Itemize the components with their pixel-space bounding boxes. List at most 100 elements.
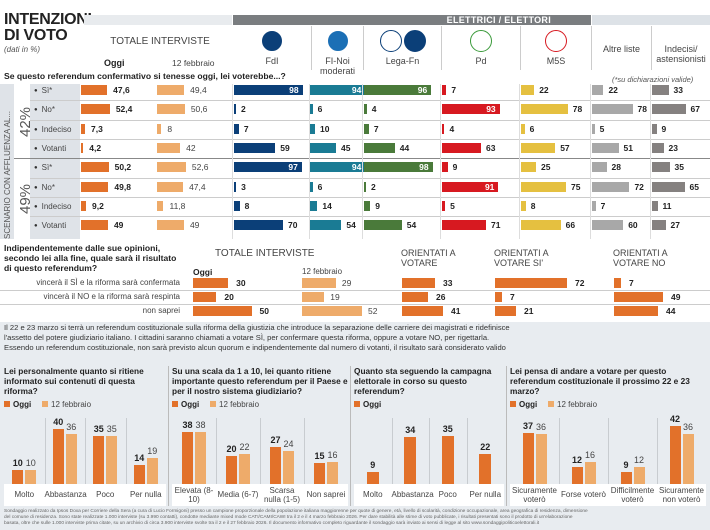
result-row-label: non saprei xyxy=(142,306,180,315)
column-value-feb: 10 xyxy=(25,458,36,469)
chart-question-1: Su una scala da 1 a 10, lei quanto ritie… xyxy=(172,366,348,396)
party-name-6: Indecisi/ astensionisti xyxy=(656,44,706,64)
value-party-2: 54 xyxy=(406,220,417,231)
result-value-col-2: 44 xyxy=(666,306,676,316)
result-col-head-1: ORIENTATI A VOTARE SI' xyxy=(494,248,549,268)
fn-logo-icon xyxy=(403,30,426,52)
result-row-label: vincerà il SÌ e la riforma sarà conferma… xyxy=(36,278,180,287)
column-feb xyxy=(682,434,694,484)
result-feb-label: 12 febbraio xyxy=(302,267,343,276)
value-feb: 47,4 xyxy=(189,181,206,192)
value-party-4: 78 xyxy=(572,104,583,115)
bar-party-0 xyxy=(234,200,240,211)
m5s-logo-icon xyxy=(545,30,567,52)
result-bar-feb xyxy=(302,292,325,302)
value-party-1: 10 xyxy=(320,123,330,134)
bar-today xyxy=(81,85,108,95)
value-party-2: 9 xyxy=(375,200,381,211)
chart-question-0: Lei personalmente quanto si ritiene info… xyxy=(4,366,144,396)
category-label: Scarsa nulla (1-5) xyxy=(263,486,300,504)
bar-feb xyxy=(157,181,184,192)
column-value-today: 42 xyxy=(669,414,680,425)
electors-band xyxy=(233,15,591,25)
legend-swatch-feb xyxy=(42,401,48,407)
column-value-feb: 19 xyxy=(147,445,158,456)
party-divider-2 xyxy=(363,26,364,70)
chart-question-3: Lei pensa di andare a votare per questo … xyxy=(510,366,690,396)
value-feb: 42 xyxy=(186,142,196,153)
column-feb xyxy=(327,461,338,484)
value-party-5: 22 xyxy=(608,85,618,95)
category-label: Non saprei xyxy=(306,490,346,499)
value-party-5: 7 xyxy=(600,200,606,211)
result-value-feb: 52 xyxy=(368,306,378,316)
bar-party-5 xyxy=(592,220,624,231)
party-name-1: FI-Noi moderati xyxy=(319,56,355,76)
bar-party-4 xyxy=(521,220,561,231)
bar-party-2 xyxy=(364,200,371,211)
column-value-today: 22 xyxy=(480,441,491,452)
bar-party-3 xyxy=(442,85,447,95)
value-party-4: 6 xyxy=(529,123,535,134)
result-col-head-2: ORIENTATI A VOTARE NO xyxy=(613,248,668,268)
column-value-today: 9 xyxy=(370,459,376,470)
legend-swatch-feb xyxy=(210,401,216,407)
value-party-3: 91 xyxy=(484,181,495,192)
pd-logo-icon xyxy=(470,30,492,52)
result-value-col-1: 72 xyxy=(575,278,585,288)
bar-party-2 xyxy=(364,85,432,95)
result-value-col-0: 41 xyxy=(451,306,461,316)
category-label: Molto xyxy=(362,490,383,499)
value-party-2: 2 xyxy=(371,181,376,192)
party-divider-3 xyxy=(441,26,442,70)
bar-today xyxy=(81,162,109,173)
legend-label: 12 febbraio xyxy=(219,400,260,409)
category-divider xyxy=(429,418,430,484)
column-feb xyxy=(239,453,250,484)
row-label: No* xyxy=(34,105,55,114)
value-party-0: 70 xyxy=(288,220,298,231)
category-label: Per nulla xyxy=(469,490,502,499)
value-feb: 49 xyxy=(189,220,200,231)
value-today: 49,8 xyxy=(114,181,131,192)
category-label: Per nulla xyxy=(129,490,162,499)
bar-party-6 xyxy=(652,142,664,153)
column-divider xyxy=(590,84,591,239)
column-value-today: 9 xyxy=(623,459,629,470)
value-party-5: 72 xyxy=(634,181,644,192)
bar-party-0 xyxy=(234,104,236,115)
legend-today: Oggi xyxy=(4,400,31,409)
value-party-1: 54 xyxy=(346,220,356,231)
bar-party-1 xyxy=(309,220,342,231)
column-value-today: 10 xyxy=(12,458,23,469)
bar-party-0 xyxy=(234,181,237,192)
bar-party-1 xyxy=(309,162,366,173)
bar-party-0 xyxy=(234,142,276,153)
bar-party-3 xyxy=(442,220,487,231)
party-divider-1 xyxy=(311,26,312,70)
column-divider xyxy=(232,84,233,239)
value-feb: 50,6 xyxy=(190,104,208,115)
chart-question-2: Quanto sta seguendo la campagna elettora… xyxy=(354,366,492,396)
bar-party-5 xyxy=(592,123,595,134)
panel-divider xyxy=(506,366,507,506)
row-divider xyxy=(30,100,710,102)
value-party-6: 9 xyxy=(661,123,667,134)
value-party-1: 45 xyxy=(341,142,351,153)
referendum-description: Il 22 e 23 marzo si terrà un referendum … xyxy=(4,323,704,353)
value-party-1: 6 xyxy=(317,104,323,115)
category-label: Abbastanza xyxy=(391,490,434,499)
legend-swatch-today xyxy=(4,401,10,407)
bar-feb xyxy=(157,162,186,173)
value-today: 52,4 xyxy=(115,104,133,115)
column-today xyxy=(620,471,632,484)
column-value-feb: 22 xyxy=(239,441,250,452)
column-today xyxy=(133,464,145,484)
value-party-1: 94 xyxy=(351,85,362,95)
party-name-2: Lega-Fn xyxy=(385,56,420,66)
legend-today: Oggi xyxy=(354,400,381,409)
bar-party-5 xyxy=(592,85,604,95)
value-today: 47,6 xyxy=(113,85,130,95)
others-band xyxy=(592,15,710,25)
row-label: Sì* xyxy=(34,163,53,172)
